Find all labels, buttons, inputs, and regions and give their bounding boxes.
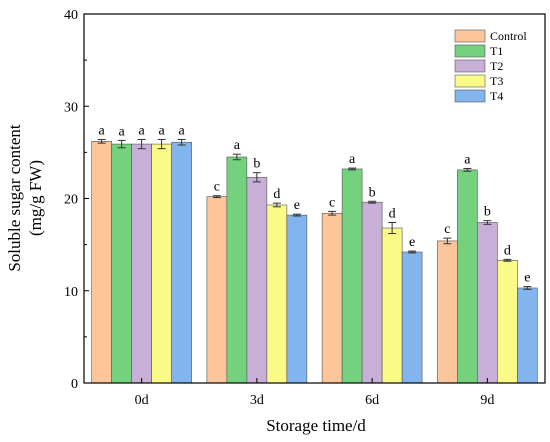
legend-swatch [454,44,486,58]
y-tick-label: 0 [71,377,78,392]
y-tick-label: 40 [64,8,78,23]
bar [171,141,192,384]
x-tick-label: 6d [365,393,379,408]
bar [91,141,112,384]
legend-swatch [454,59,486,73]
legend-label: Control [490,29,527,43]
significance-label: a [139,123,146,138]
bar [341,168,363,384]
legend-swatch [454,29,486,43]
x-tick-label: 3d [250,393,264,408]
legend-swatch [454,74,486,88]
significance-label: b [484,205,491,220]
bar [321,212,343,384]
significance-label: a [159,123,166,138]
significance-label: c [329,195,335,210]
significance-label: e [294,198,300,213]
x-tick-label: 0d [135,393,149,408]
bar [517,287,538,384]
legend-label: T3 [490,74,503,88]
significance-label: c [444,222,450,237]
significance-label: a [349,152,356,167]
y-axis-title-line-1: Soluble sugar content [5,124,24,272]
y-tick-label: 30 [64,100,78,115]
significance-label: a [99,123,106,138]
bar [381,227,403,384]
significance-label: d [273,187,280,202]
x-tick-label: 9d [480,393,494,408]
bar [151,143,172,384]
y-axis-title-line-2: (mg/g FW) [26,160,45,236]
bar [497,260,518,384]
x-axis-title: Storage time/d [266,416,366,435]
significance-label: b [253,157,260,172]
y-tick-label: 10 [64,285,78,300]
bar [457,169,478,384]
significance-label: c [214,180,220,195]
plot-frame [83,13,546,384]
y-tick-label: 20 [64,193,78,208]
bar [131,143,152,384]
legend-label: T4 [490,89,503,103]
significance-label: a [234,138,241,153]
significance-label: e [409,235,415,250]
bar [111,143,132,384]
bar [246,176,268,384]
legend-swatch [454,89,486,103]
significance-label: d [389,206,396,221]
bar [477,222,498,384]
bar [361,201,383,384]
y-axis-title: Soluble sugar content (mg/g FW) [5,124,45,272]
bar [266,204,288,384]
significance-label: a [119,124,126,139]
bar [401,251,423,384]
bar [286,214,308,384]
legend-label: T2 [490,59,503,73]
significance-label: b [369,185,376,200]
significance-label: d [504,243,511,258]
legend-label: T1 [490,44,503,58]
bar [206,196,228,384]
bar [226,156,248,384]
bar [437,240,458,384]
significance-label: e [524,271,530,286]
significance-label: a [464,153,471,168]
significance-label: a [179,123,186,138]
